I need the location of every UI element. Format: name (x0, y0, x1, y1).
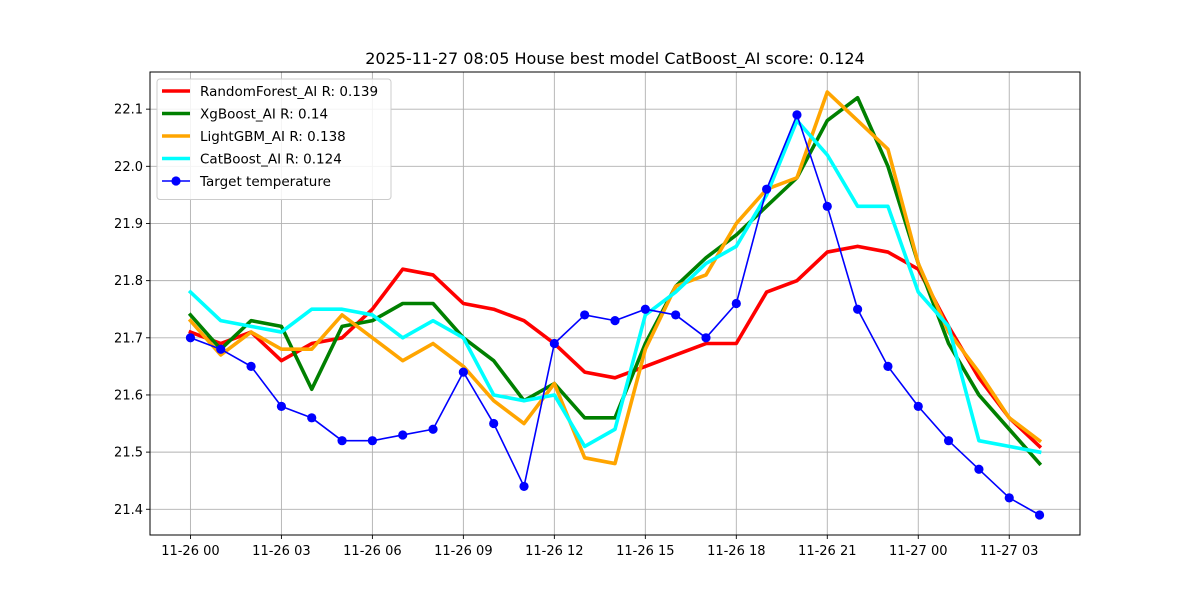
x-axis: 11-26 00 11-26 03 11-26 06 11-26 09 11-26 12… (161, 535, 1038, 559)
series-0 (188, 244, 1043, 449)
x-tick-label: 11-26 06 (343, 544, 401, 559)
data-point (974, 464, 984, 474)
data-point (883, 361, 893, 371)
data-point (367, 436, 377, 446)
series-2 (187, 90, 1043, 466)
data-point (458, 367, 468, 377)
data-point (822, 201, 832, 211)
y-tick-label: 21.7 (114, 331, 143, 346)
data-point (1004, 493, 1014, 503)
series-4 (185, 110, 1045, 520)
data-point (519, 481, 529, 492)
legend: RandomForest_AI R: 0.139 XgBoost_AI R: 0.… (156, 78, 392, 200)
plot-frame (149, 71, 1081, 536)
series-line (187, 118, 1042, 455)
series-line (187, 90, 1043, 466)
legend-label: XgBoost_AI R: 0.14 (200, 107, 328, 123)
legend-label: RandomForest_AI R: 0.139 (200, 84, 378, 100)
y-tick-label: 22.0 (114, 160, 143, 175)
legend-label: CatBoost_AI R: 0.124 (200, 152, 342, 168)
series-line (188, 244, 1043, 449)
y-tick-label: 21.8 (114, 274, 143, 289)
legend-item: RandomForest_AI R: 0.139 (162, 84, 378, 100)
data-point (216, 344, 226, 354)
legend-item: CatBoost_AI R: 0.124 (162, 152, 342, 168)
y-tick-label: 21.6 (114, 388, 143, 403)
legend-item: LightGBM_AI R: 0.138 (162, 129, 346, 145)
legend-item: XgBoost_AI R: 0.14 (162, 107, 328, 123)
data-point (913, 401, 923, 411)
x-tick-label: 11-26 18 (707, 544, 765, 559)
data-point (307, 413, 317, 423)
data-point (246, 361, 256, 371)
data-point (549, 338, 559, 349)
data-point (762, 184, 772, 194)
x-tick-label: 11-26 00 (161, 544, 219, 559)
legend-label: Target temperature (199, 174, 331, 190)
series-1 (187, 95, 1043, 467)
data-point (489, 418, 499, 429)
x-tick-label: 11-26 03 (252, 544, 310, 559)
x-tick-label: 11-26 15 (616, 544, 674, 559)
data-point (701, 333, 711, 343)
data-point (671, 310, 681, 320)
data-point (185, 333, 196, 343)
data-point (640, 304, 650, 314)
data-point (398, 430, 408, 440)
legend-label: LightGBM_AI R: 0.138 (200, 129, 346, 145)
data-point (610, 316, 620, 326)
series-layer (185, 90, 1045, 520)
data-point (853, 304, 863, 314)
data-point (731, 298, 741, 309)
x-tick-label: 11-26 12 (525, 544, 583, 559)
data-point (428, 424, 438, 434)
y-tick-label: 21.9 (114, 217, 143, 232)
legend-marker (171, 176, 181, 186)
series-line (187, 95, 1043, 467)
x-tick-label: 11-27 03 (980, 544, 1038, 559)
x-tick-label: 11-26 21 (798, 544, 856, 559)
data-point (276, 401, 287, 411)
y-tick-label: 21.5 (114, 446, 143, 461)
legend-box (156, 78, 392, 200)
series-3 (187, 118, 1042, 455)
legend-item: Target temperature (162, 174, 331, 190)
y-tick-label: 22.1 (114, 103, 143, 118)
y-axis: 21.4 21.5 21.6 21.7 21.8 21.9 22.0 22.1 (114, 103, 150, 518)
y-tick-label: 21.4 (114, 503, 143, 518)
x-tick-label: 11-26 09 (434, 544, 492, 559)
data-point (580, 310, 590, 320)
x-tick-label: 11-27 00 (889, 544, 947, 559)
data-point (1034, 510, 1045, 520)
data-point (792, 110, 802, 120)
data-point (943, 436, 954, 446)
chart-title: 2025-11-27 08:05 House best model CatBoo… (365, 49, 865, 69)
data-point (337, 436, 347, 446)
